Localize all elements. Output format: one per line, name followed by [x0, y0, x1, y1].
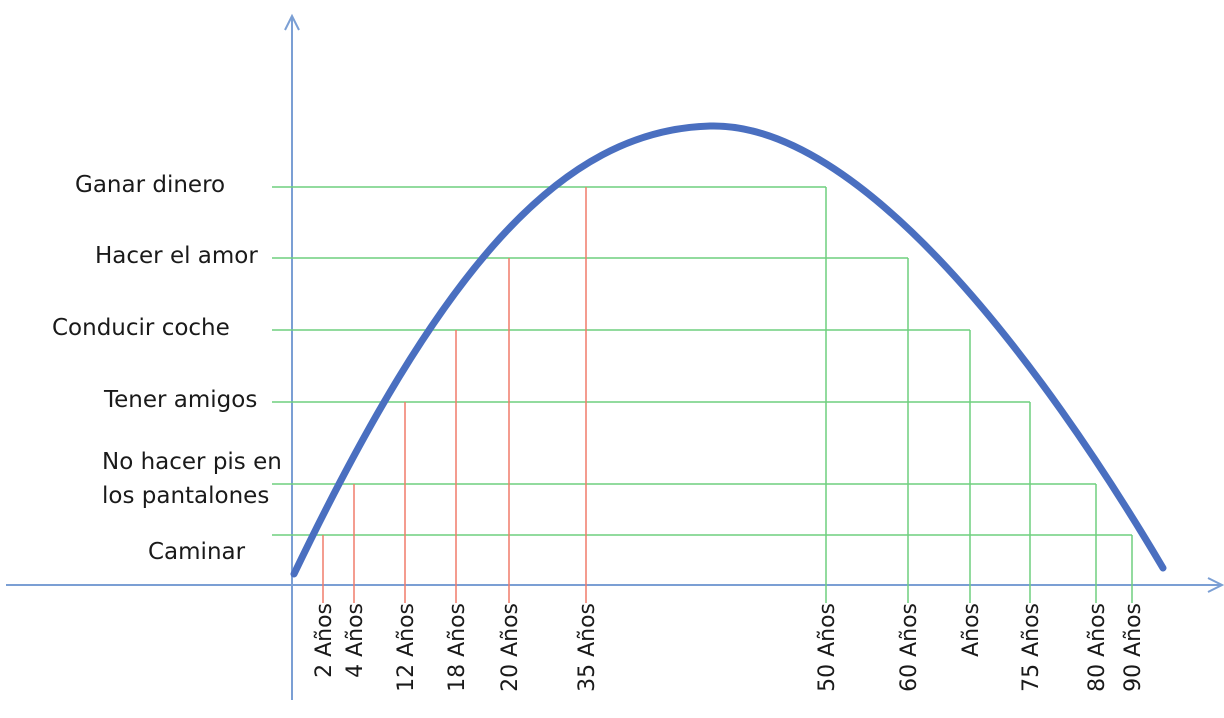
- age-label-age-12: 12 Años: [394, 603, 419, 692]
- level-lines: [272, 186, 1132, 536]
- age-label-age-4: 4 Años: [343, 603, 368, 678]
- age-labels: 2 Años 4 Años 12 Años 18 Años 20 Años 35 Años…: [312, 603, 1146, 692]
- level-label-coche: Conducir coche: [52, 315, 230, 341]
- age-label-age-unlabeled: Años: [959, 603, 984, 657]
- age-label-age-35: 35 Años: [575, 603, 600, 692]
- level-label-amigos: Tener amigos: [103, 387, 257, 413]
- age-label-age-2: 2 Años: [312, 603, 337, 678]
- age-label-age-75: 75 Años: [1019, 603, 1044, 692]
- age-label-age-60: 60 Años: [897, 603, 922, 692]
- age-label-age-50: 50 Años: [815, 603, 840, 692]
- level-label-ganar: Ganar dinero: [75, 172, 225, 198]
- age-label-age-20: 20 Años: [498, 603, 523, 692]
- level-labels: Ganar dinero Hacer el amor Conducir coche T…: [52, 172, 282, 565]
- level-label-amor: Hacer el amor: [95, 243, 258, 269]
- x-axis-arrow: [1207, 577, 1224, 593]
- life-curve: [290, 122, 1167, 578]
- age-label-age-80: 80 Años: [1085, 603, 1110, 692]
- level-label-pis-line2: los pantalones: [102, 483, 269, 509]
- level-label-pis-line1: No hacer pis en: [102, 449, 282, 475]
- age-label-age-18: 18 Años: [445, 603, 470, 692]
- age-drop-lines: [322, 187, 1133, 603]
- age-label-age-90: 90 Años: [1121, 603, 1146, 692]
- level-label-caminar: Caminar: [148, 539, 246, 565]
- y-axis-arrow: [284, 13, 300, 31]
